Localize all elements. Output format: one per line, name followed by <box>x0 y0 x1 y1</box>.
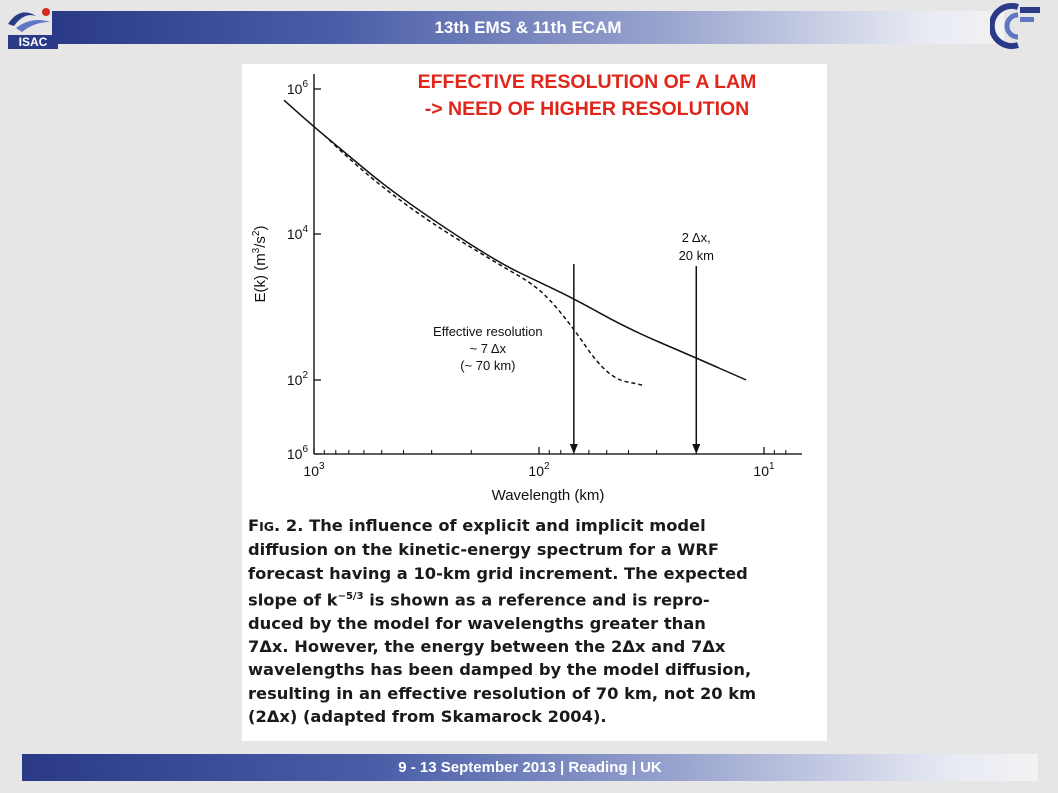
cnr-logo <box>990 3 1040 49</box>
caption-line-8: resulting in an effective resolution of … <box>248 683 757 703</box>
figure-caption: FIG. 2. The influence of explicit and im… <box>248 514 808 728</box>
caption-line-7: wavelengths has been damped by the model… <box>248 660 752 680</box>
caption-slope-rest: is shown as a reference and is repro- <box>363 590 710 610</box>
figure-panel: EFFECTIVE RESOLUTION OF A LAM -> NEED OF… <box>242 64 827 741</box>
figure-heading: EFFECTIVE RESOLUTION OF A LAM -> NEED OF… <box>362 69 812 123</box>
annotation-effective-resolution-label: (~ 70 km) <box>460 358 515 373</box>
caption-line-6: 7Δx. However, the energy between the 2Δx… <box>248 636 726 656</box>
y-tick-label: 106 <box>287 444 309 462</box>
caption-line-4: slope of k−5/3 is shown as a reference a… <box>248 585 808 612</box>
x-tick-label: 102 <box>528 461 550 479</box>
annotation-effective-resolution-arrow-head <box>569 444 578 454</box>
y-tick-label: 106 <box>287 79 309 97</box>
caption-line-1: FIG. 2. The influence of explicit and im… <box>248 514 808 538</box>
figure-heading-line-2: -> NEED OF HIGHER RESOLUTION <box>424 98 750 120</box>
header-bar: 13th EMS & 11th ECAM <box>52 11 1004 44</box>
y-tick-label: 102 <box>287 370 309 388</box>
annotation-2dx-arrow-head <box>692 444 701 454</box>
annotation-2dx-label: 2 Δx, <box>682 230 711 245</box>
x-tick-label: 103 <box>303 461 325 479</box>
x-tick-label: 101 <box>753 461 775 479</box>
annotation-effective-resolution-label: Effective resolution <box>433 324 543 339</box>
chart-series <box>283 99 747 387</box>
caption-slope-text: slope of k <box>248 590 338 610</box>
caption-prefix: FIG. 2. <box>248 516 304 535</box>
chart-annotations: 2 Δx, 20 km Effective resolution ~ 7 Δx (~ 7… <box>433 230 714 454</box>
x-axis-label: Wavelength (km) <box>492 487 605 504</box>
caption-line-3: forecast having a 10-km grid increment. … <box>248 563 748 583</box>
energy-spectrum-chart: 103 102 101 106 104 102 106 Wavelength (km) E(k)… <box>251 74 802 504</box>
isac-logo: ISAC <box>8 8 58 49</box>
event-dates-location: 9 - 13 September 2013 | Reading | UK <box>398 759 662 776</box>
caption-line-2: diffusion on the kinetic-energy spectrum… <box>248 540 720 560</box>
presentation-title: 13th EMS & 11th ECAM <box>434 18 622 37</box>
isac-logo-text: ISAC <box>19 35 48 49</box>
chart-axes: 103 102 101 106 104 102 106 Wavelength (km) E(k)… <box>251 74 802 504</box>
caption-exponent: −5/3 <box>337 590 364 602</box>
annotation-effective-resolution-label: ~ 7 Δx <box>470 341 507 356</box>
annotation-2dx-label: 20 km <box>679 248 714 263</box>
y-axis-label: E(k) (m3/s2) <box>251 226 269 303</box>
caption-line-9: (2Δx) (adapted from Skamarock 2004). <box>248 706 607 726</box>
caption-line-5: duced by the model for wavelengths great… <box>248 613 706 633</box>
y-tick-label: 104 <box>287 224 309 242</box>
figure-heading-line-1: EFFECTIVE RESOLUTION OF A LAM <box>417 71 757 93</box>
caption-text-1: The influence of explicit and implicit m… <box>303 516 706 535</box>
footer-bar: 9 - 13 September 2013 | Reading | UK <box>22 754 1038 781</box>
